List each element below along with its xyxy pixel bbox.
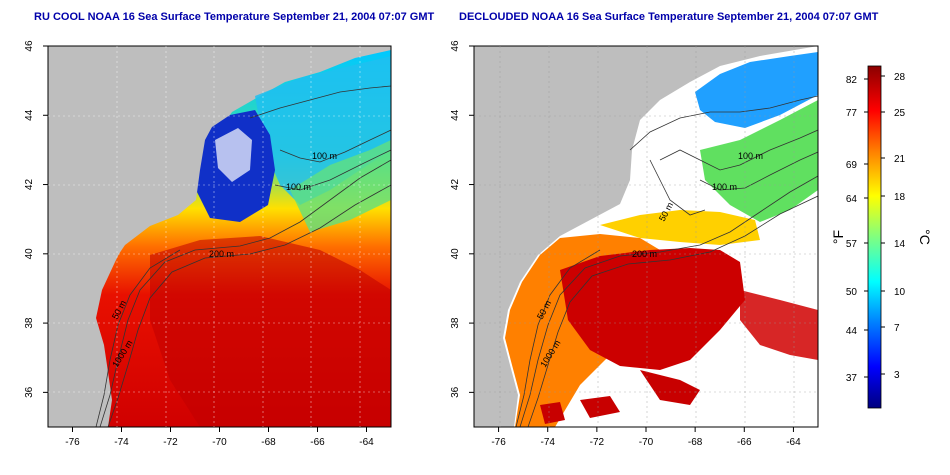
left-lat-tick-label: 40	[24, 248, 35, 260]
left-lon-tick-label: -66	[310, 437, 325, 448]
left-contour-1000m	[107, 184, 391, 427]
left-lon-tick-label: -74	[114, 437, 129, 448]
celsius-tick-label: 18	[894, 192, 906, 203]
fahrenheit-tick-label: 77	[846, 108, 858, 119]
right-grid	[474, 46, 818, 427]
left-contour-label-3: 200 m	[209, 249, 234, 259]
left-contour-50m	[95, 249, 181, 427]
left-map	[48, 46, 391, 427]
right-lon-tick-label: -70	[639, 437, 654, 448]
left-lat-tick-label: 38	[24, 317, 35, 329]
right-lon-tick-label: -72	[590, 437, 605, 448]
right-warm-patches	[540, 370, 700, 424]
right-us-coast	[474, 46, 818, 427]
celsius-tick-label: 3	[894, 370, 900, 381]
left-lon-tick-label: -64	[359, 437, 374, 448]
right-lon-tick-label: -64	[786, 437, 801, 448]
right-lat-tick-label: 42	[450, 179, 461, 191]
right-contour-label-3: 200 m	[632, 249, 657, 259]
right-lon-tick-label: -66	[737, 437, 752, 448]
right-contour-50m	[515, 159, 706, 427]
left-contour-200m	[99, 159, 391, 427]
fahrenheit-unit-label: °F	[830, 230, 846, 244]
left-lon-tick-label: -68	[261, 437, 276, 448]
celsius-tick-label: 25	[894, 108, 906, 119]
right-lon-tick-label: -68	[688, 437, 703, 448]
celsius-tick-label: 21	[894, 154, 906, 165]
left-us-coast	[48, 46, 391, 427]
right-gulf-stream	[560, 248, 745, 370]
right-map	[474, 46, 818, 427]
left-lat-tick-label: 36	[24, 386, 35, 398]
left-lon-tick-label: -76	[65, 437, 80, 448]
right-map-title: DECLOUDED NOAA 16 Sea Surface Temperatur…	[459, 11, 879, 23]
right-lon-tick-label: -76	[491, 437, 506, 448]
right-lat-tick-label: 46	[450, 40, 461, 52]
right-contour-100m	[629, 95, 818, 191]
celsius-unit-label: °C	[917, 229, 933, 245]
left-grid	[48, 46, 391, 427]
left-contour-label-1: 100 m	[312, 151, 337, 161]
right-contour-1000m	[527, 195, 818, 427]
right-lat-tick-label: 36	[450, 386, 461, 398]
right-lat-tick-label: 44	[450, 109, 461, 121]
celsius-tick-label: 10	[894, 287, 906, 298]
right-contour-label-1: 100 m	[738, 151, 763, 161]
fahrenheit-tick-label: 44	[846, 326, 858, 337]
right-lon-tick-label: -74	[540, 437, 555, 448]
map-axes: -76 -74 -72 -70 -68 -66 -64 36 38 40 42 44 46 -76 -74 -…	[24, 40, 801, 448]
celsius-tick-label: 14	[894, 239, 906, 250]
right-gulf-stream-east	[740, 290, 818, 360]
right-contour-label-2: 100 m	[712, 182, 737, 192]
left-contour-label-2: 100 m	[286, 182, 311, 192]
left-lon-tick-label: -70	[212, 437, 227, 448]
left-map-title: RU COOL NOAA 16 Sea Surface Temperature …	[34, 11, 435, 23]
fahrenheit-tick-label: 37	[846, 373, 858, 384]
left-lat-tick-label: 42	[24, 179, 35, 191]
left-lat-tick-label: 46	[24, 40, 35, 52]
right-cool-water	[695, 52, 818, 128]
right-lat-tick-label: 38	[450, 317, 461, 329]
fahrenheit-tick-label: 50	[846, 287, 858, 298]
left-lat-tick-label: 44	[24, 109, 35, 121]
right-lat-tick-label: 40	[450, 248, 461, 260]
fahrenheit-tick-label: 82	[846, 75, 858, 86]
left-lon-tick-label: -72	[163, 437, 178, 448]
left-contour-100m	[249, 85, 391, 191]
left-gulf-stream	[150, 236, 391, 427]
fahrenheit-tick-label: 64	[846, 194, 858, 205]
left-slope-water	[290, 140, 391, 232]
right-contour-200m	[519, 175, 818, 427]
celsius-tick-label: 28	[894, 72, 906, 83]
fahrenheit-tick-label: 57	[846, 239, 858, 250]
right-shelf-water	[700, 100, 818, 222]
celsius-tick-label: 7	[894, 323, 900, 334]
left-cloud-white	[215, 128, 252, 182]
fahrenheit-tick-label: 69	[846, 160, 858, 171]
colorbar-gradient	[867, 65, 882, 409]
